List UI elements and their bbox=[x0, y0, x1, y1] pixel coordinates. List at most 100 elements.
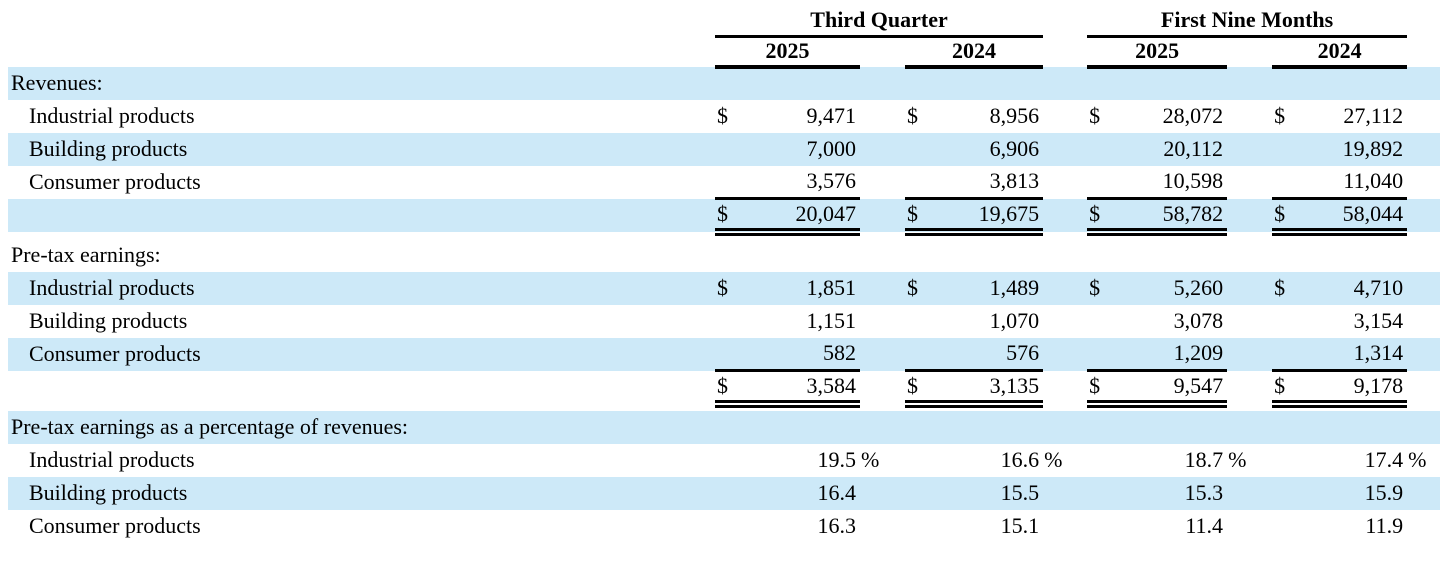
dollar-sign-cell bbox=[1087, 239, 1117, 272]
total-row-label bbox=[8, 199, 715, 232]
data-row: Industrial products 19.5% 16.6% 18.7% 17.4% bbox=[8, 444, 1440, 477]
spacer-cell bbox=[8, 232, 1440, 239]
row-label: Building products bbox=[29, 136, 188, 161]
percent-sign-cell bbox=[1407, 67, 1440, 100]
dollar-sign-cell bbox=[1272, 165, 1303, 200]
percent-sign-cell bbox=[1043, 67, 1059, 100]
column-gap-cell bbox=[1243, 510, 1272, 543]
percent-sign-cell: % bbox=[861, 447, 880, 472]
dollar-sign-cell: $ bbox=[1087, 198, 1118, 236]
dollar-sign-cell bbox=[715, 239, 745, 272]
value-cell: 15.3 bbox=[1184, 480, 1224, 505]
section-title: Pre-tax earnings: bbox=[11, 242, 161, 267]
value-cell: 16.3 bbox=[817, 513, 857, 538]
dollar-sign-cell: $ bbox=[907, 275, 918, 300]
column-gap-cell bbox=[876, 477, 905, 510]
value-cell: 9,471 bbox=[806, 103, 857, 128]
column-gap-cell bbox=[1059, 444, 1087, 477]
value-cell bbox=[745, 67, 860, 100]
value-cell: 3,078 bbox=[1173, 308, 1224, 333]
percent-sign-cell bbox=[1407, 166, 1440, 199]
percent-sign-cell bbox=[1227, 510, 1243, 543]
percent-sign-cell bbox=[1043, 477, 1059, 510]
percent-sign-cell bbox=[860, 199, 876, 232]
dollar-sign-cell bbox=[1087, 444, 1117, 477]
percent-sign-cell bbox=[860, 133, 876, 166]
value-cell: 19,892 bbox=[1342, 136, 1404, 161]
percent-sign-cell: % bbox=[1044, 447, 1063, 472]
value-cell: 28,072 bbox=[1162, 103, 1224, 128]
percent-sign-cell bbox=[1407, 371, 1440, 404]
value-cell: 3,576 bbox=[745, 165, 860, 200]
total-row: $20,047 $19,675 $58,782 $58,044 bbox=[8, 198, 1441, 236]
percent-sign-cell bbox=[1407, 477, 1440, 510]
column-gap-cell bbox=[1059, 477, 1087, 510]
row-label: Consumer products bbox=[29, 341, 201, 366]
dollar-sign-cell bbox=[715, 133, 745, 166]
value-cell: 6,906 bbox=[989, 136, 1040, 161]
column-gap-cell bbox=[876, 338, 905, 371]
value-cell: 3,154 bbox=[1353, 308, 1404, 333]
dollar-sign-cell bbox=[1272, 510, 1302, 543]
dollar-sign-cell: $ bbox=[717, 275, 728, 300]
dollar-sign-cell bbox=[905, 165, 935, 200]
percent-sign-cell bbox=[1227, 477, 1243, 510]
percent-sign-cell bbox=[1227, 166, 1243, 199]
percent-sign-cell bbox=[1227, 100, 1243, 133]
dollar-sign-cell bbox=[715, 337, 745, 372]
value-cell bbox=[745, 411, 860, 444]
value-cell: 8,956 bbox=[989, 103, 1040, 128]
dollar-sign-cell bbox=[905, 337, 935, 372]
column-gap-cell bbox=[876, 371, 905, 404]
dollar-sign-cell bbox=[1087, 165, 1118, 200]
section-spacer-row bbox=[8, 404, 1440, 411]
column-gap-cell bbox=[1059, 272, 1087, 305]
column-gap-cell bbox=[1243, 411, 1272, 444]
value-cell: 9,178 bbox=[1302, 370, 1408, 408]
value-cell bbox=[935, 67, 1043, 100]
value-cell: 3,813 bbox=[935, 165, 1044, 200]
value-cell: 3,135 bbox=[935, 370, 1044, 408]
percent-sign-cell bbox=[860, 305, 876, 338]
row-label: Industrial products bbox=[29, 103, 195, 128]
data-row: Consumer products 16.3 15.1 11.4 11.9 bbox=[8, 510, 1440, 543]
row-label: Building products bbox=[29, 480, 188, 505]
section-spacer-row bbox=[8, 232, 1440, 239]
row-label: Consumer products bbox=[29, 169, 201, 194]
column-gap-cell bbox=[1243, 338, 1272, 371]
value-cell bbox=[935, 411, 1043, 444]
percent-sign-cell bbox=[1043, 133, 1059, 166]
dollar-sign-cell bbox=[1272, 444, 1302, 477]
table-body: Revenues: Industrial products $9,471 $8,956… bbox=[8, 66, 1441, 543]
percent-sign-cell bbox=[1227, 411, 1243, 444]
value-cell: 17.4 bbox=[1364, 447, 1404, 472]
percent-sign-cell bbox=[1227, 67, 1243, 100]
percent-sign-cell bbox=[1043, 338, 1059, 371]
data-row: Building products 16.4 15.5 15.3 15.9 bbox=[8, 476, 1441, 510]
value-cell: 10,598 bbox=[1117, 165, 1228, 200]
col-group-first-nine-months: First Nine Months bbox=[1087, 6, 1408, 38]
percent-sign-cell bbox=[860, 67, 876, 100]
column-gap-cell bbox=[1059, 100, 1087, 133]
data-row: Building products 1,151 1,070 3,078 3,154 bbox=[8, 305, 1440, 338]
percent-sign-cell bbox=[1043, 199, 1059, 232]
dollar-sign-cell: $ bbox=[905, 198, 935, 236]
dollar-sign-cell bbox=[905, 67, 935, 100]
dollar-sign-cell bbox=[1087, 411, 1117, 444]
column-gap-cell bbox=[1243, 199, 1272, 232]
percent-sign-cell bbox=[860, 371, 876, 404]
year-header-row: 2025 2024 2025 2024 bbox=[8, 36, 1440, 69]
percent-sign-cell bbox=[1407, 338, 1440, 371]
percent-sign-cell bbox=[1407, 510, 1440, 543]
column-gap-cell bbox=[1243, 477, 1272, 510]
dollar-sign-cell bbox=[715, 510, 745, 543]
percent-sign-cell bbox=[860, 477, 876, 510]
column-gap-cell bbox=[1059, 338, 1087, 371]
value-cell: 11.9 bbox=[1365, 513, 1404, 538]
dollar-sign-cell bbox=[905, 411, 935, 444]
value-cell: 1,070 bbox=[989, 308, 1040, 333]
value-cell bbox=[1302, 411, 1407, 444]
value-cell: 18.7 bbox=[1184, 447, 1224, 472]
percent-sign-cell bbox=[860, 239, 876, 272]
total-row: $3,584 $3,135 $9,547 $9,178 bbox=[8, 370, 1440, 408]
